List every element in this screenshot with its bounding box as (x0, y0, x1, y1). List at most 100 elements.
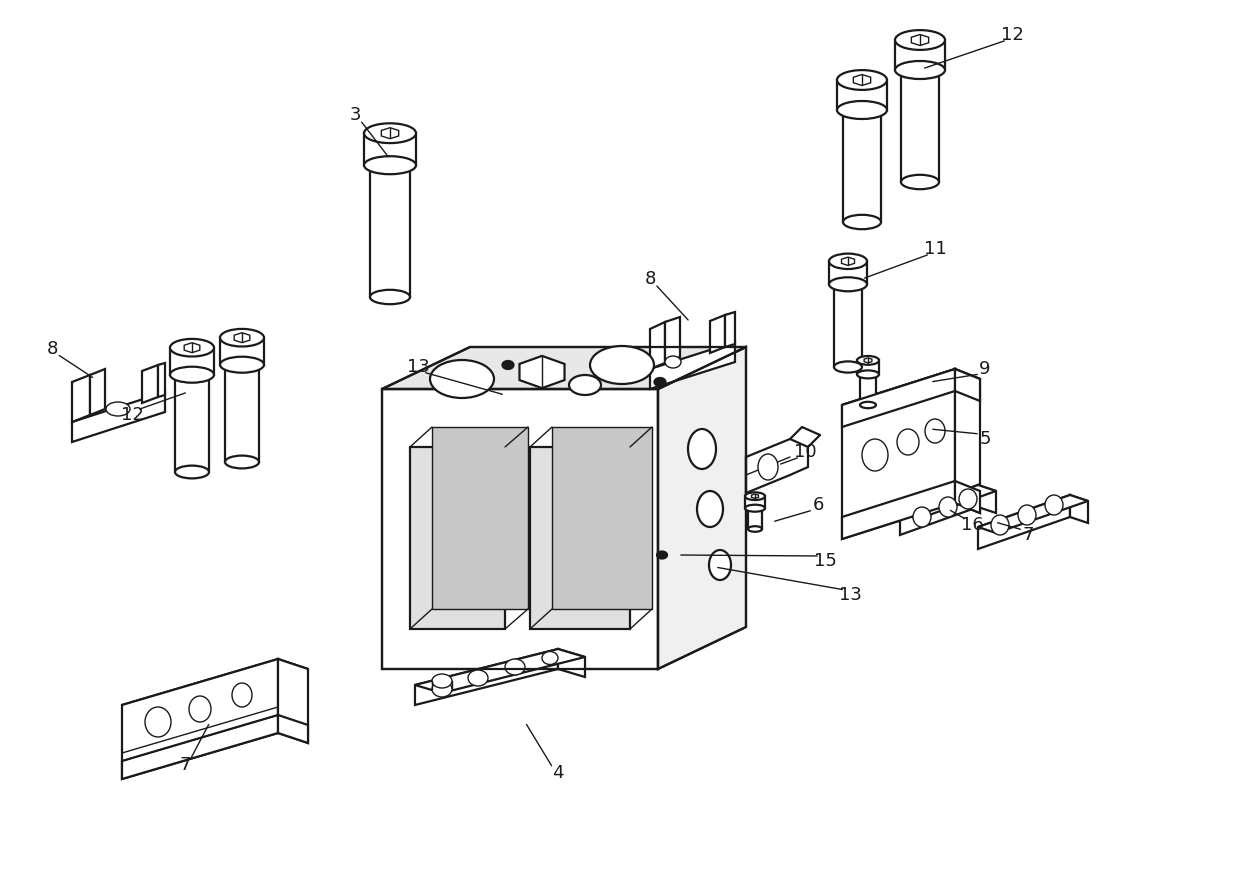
Bar (370, 162, 410, 297)
Bar (835, 282, 862, 367)
Polygon shape (650, 322, 665, 369)
Ellipse shape (861, 402, 875, 408)
Bar (410, 447, 505, 629)
Text: 4: 4 (552, 764, 564, 782)
Polygon shape (711, 315, 725, 353)
Ellipse shape (830, 253, 867, 269)
Ellipse shape (925, 419, 945, 443)
Polygon shape (415, 649, 558, 705)
Polygon shape (955, 369, 980, 513)
Text: 9: 9 (980, 360, 991, 378)
Text: 8: 8 (645, 270, 656, 288)
Bar (175, 372, 210, 472)
Ellipse shape (939, 497, 957, 517)
Bar (857, 360, 879, 374)
Ellipse shape (857, 356, 879, 365)
Text: 13: 13 (407, 358, 429, 376)
Ellipse shape (219, 357, 264, 373)
Ellipse shape (758, 454, 777, 480)
Polygon shape (853, 75, 870, 85)
Ellipse shape (688, 429, 715, 469)
Bar (745, 496, 765, 508)
Ellipse shape (542, 652, 558, 665)
Ellipse shape (895, 30, 945, 50)
Ellipse shape (837, 101, 887, 119)
Text: 13: 13 (838, 586, 862, 604)
Bar (861, 373, 875, 405)
Ellipse shape (697, 491, 723, 527)
Polygon shape (122, 715, 278, 779)
Polygon shape (558, 649, 585, 677)
Polygon shape (978, 485, 996, 513)
Text: 12: 12 (1001, 26, 1023, 44)
Bar (219, 338, 264, 365)
Bar (830, 261, 867, 284)
Polygon shape (143, 365, 157, 403)
Polygon shape (665, 317, 680, 363)
Polygon shape (234, 332, 249, 343)
Polygon shape (72, 392, 165, 442)
Ellipse shape (590, 346, 653, 384)
Ellipse shape (370, 289, 410, 304)
Polygon shape (978, 495, 1070, 549)
Text: 3: 3 (350, 106, 361, 124)
Text: 10: 10 (794, 443, 816, 461)
Polygon shape (278, 715, 308, 743)
Polygon shape (842, 369, 980, 415)
Ellipse shape (655, 378, 666, 386)
Bar (837, 80, 887, 110)
Polygon shape (842, 481, 955, 539)
Polygon shape (658, 347, 746, 669)
Ellipse shape (843, 215, 880, 229)
Bar (365, 133, 415, 165)
Ellipse shape (837, 70, 887, 90)
Polygon shape (900, 485, 978, 535)
Polygon shape (278, 659, 308, 743)
Ellipse shape (895, 61, 945, 79)
Polygon shape (955, 369, 980, 401)
Text: 8: 8 (46, 340, 58, 358)
Bar (224, 362, 259, 462)
Text: 11: 11 (924, 240, 946, 258)
Ellipse shape (467, 670, 489, 686)
Polygon shape (725, 312, 735, 347)
Ellipse shape (569, 375, 601, 395)
Polygon shape (900, 485, 996, 519)
Ellipse shape (105, 402, 130, 416)
Ellipse shape (830, 277, 867, 291)
Ellipse shape (959, 489, 977, 509)
Bar (552, 427, 652, 609)
Bar (895, 40, 945, 70)
Ellipse shape (709, 550, 732, 580)
Polygon shape (382, 389, 658, 669)
Ellipse shape (862, 439, 888, 471)
Ellipse shape (145, 707, 171, 737)
Polygon shape (746, 439, 808, 493)
Polygon shape (72, 375, 91, 422)
Ellipse shape (748, 526, 763, 531)
Ellipse shape (432, 674, 453, 688)
Polygon shape (650, 342, 735, 389)
Bar (170, 347, 215, 374)
Polygon shape (122, 659, 308, 715)
Text: 7: 7 (1022, 526, 1034, 544)
Bar (843, 107, 880, 222)
Polygon shape (955, 481, 980, 513)
Bar (432, 427, 528, 609)
Polygon shape (382, 128, 399, 139)
Text: 12: 12 (120, 406, 144, 424)
Polygon shape (978, 495, 1087, 533)
Ellipse shape (913, 507, 931, 527)
Ellipse shape (365, 124, 415, 143)
Polygon shape (751, 494, 759, 498)
Polygon shape (842, 369, 955, 539)
Polygon shape (911, 34, 929, 46)
Polygon shape (520, 356, 564, 389)
Text: 7: 7 (180, 756, 191, 774)
Polygon shape (842, 369, 955, 427)
Ellipse shape (188, 696, 211, 722)
Ellipse shape (365, 156, 415, 175)
Bar (529, 447, 630, 629)
Bar (901, 67, 939, 182)
Ellipse shape (432, 681, 453, 697)
